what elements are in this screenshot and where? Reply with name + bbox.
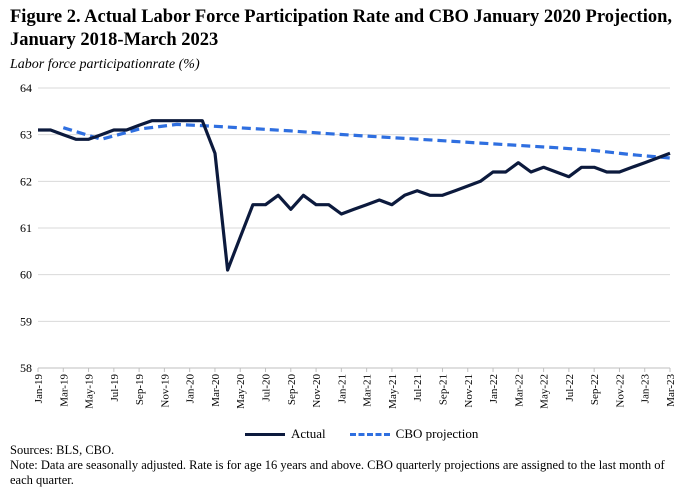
x-tick-label: Jan-21: [336, 374, 348, 403]
x-tick-label: Sep-19: [134, 374, 146, 406]
x-tick-label: Mar-21: [362, 374, 374, 407]
x-tick-label: Sep-21: [437, 374, 449, 405]
series-lines: [38, 119, 671, 272]
x-tick-label: Mar-22: [513, 374, 525, 407]
legend-item-cbo: CBO projection: [349, 426, 479, 442]
x-tick-label: Jan-23: [640, 374, 652, 404]
x-tick-label: Nov-22: [614, 374, 626, 408]
x-ticks: Jan-19 Mar-19 May-19 Jul-19 Sep-19 Nov-19 Jan-…: [33, 368, 677, 409]
sources-text: Sources: BLS, CBO.: [10, 443, 115, 457]
x-tick-label: Sep-20: [286, 374, 298, 406]
note-text: Note: Data are seasonally adjusted. Rate…: [10, 458, 665, 487]
x-tick-label: Jul-21: [412, 374, 424, 402]
legend-swatch-actual: [245, 432, 285, 436]
series-line-actual: [38, 119, 671, 272]
chart-title: Figure 2. Actual Labor Force Participati…: [10, 7, 673, 50]
gridlines: [38, 87, 670, 369]
x-tick-label: Jul-20: [261, 374, 273, 402]
x-tick-label: Mar-20: [210, 374, 222, 407]
legend-item-actual: Actual: [245, 426, 326, 442]
x-tick-label: May-19: [84, 374, 96, 409]
x-tick-label: May-22: [539, 374, 551, 409]
legend-label-cbo: CBO projection: [395, 426, 479, 441]
x-tick-label: Nov-19: [159, 374, 171, 408]
x-tick-label: May-21: [387, 374, 399, 409]
x-tick-label: Nov-20: [311, 374, 323, 408]
series-line-cbo-projection: [62, 122, 671, 160]
x-tick-label: Jan-19: [33, 374, 45, 404]
y-axis-label: Labor force participationrate (%): [10, 57, 200, 72]
y-tick-label: 61: [20, 221, 32, 235]
x-tick-label: May-20: [235, 374, 247, 409]
y-tick-label: 63: [20, 128, 32, 142]
x-tick-label: Jan-20: [185, 374, 197, 404]
y-tick-label: 64: [20, 81, 32, 95]
y-tick-label: 59: [20, 314, 32, 328]
x-tick-label: Jul-19: [109, 374, 121, 402]
x-tick-label: Mar-19: [58, 374, 70, 407]
x-tick-label: Mar-23: [665, 374, 677, 407]
y-tick-label: 60: [20, 268, 32, 282]
y-tick-label: 58: [20, 361, 32, 375]
y-ticks: 58 59 60 61 62 63 64: [20, 81, 32, 375]
x-tick-label: Nov-21: [463, 374, 475, 408]
x-tick-label: Jul-22: [564, 374, 576, 402]
x-tick-label: Jan-22: [488, 374, 500, 403]
legend-swatch-cbo: [349, 432, 390, 436]
y-tick-label: 62: [20, 174, 32, 188]
chart-notes: Sources: BLS, CBO. Note: Data are season…: [10, 443, 685, 488]
legend: Actual CBO projection: [245, 426, 502, 442]
x-tick-label: Sep-22: [589, 374, 601, 405]
legend-label-actual: Actual: [291, 426, 326, 441]
